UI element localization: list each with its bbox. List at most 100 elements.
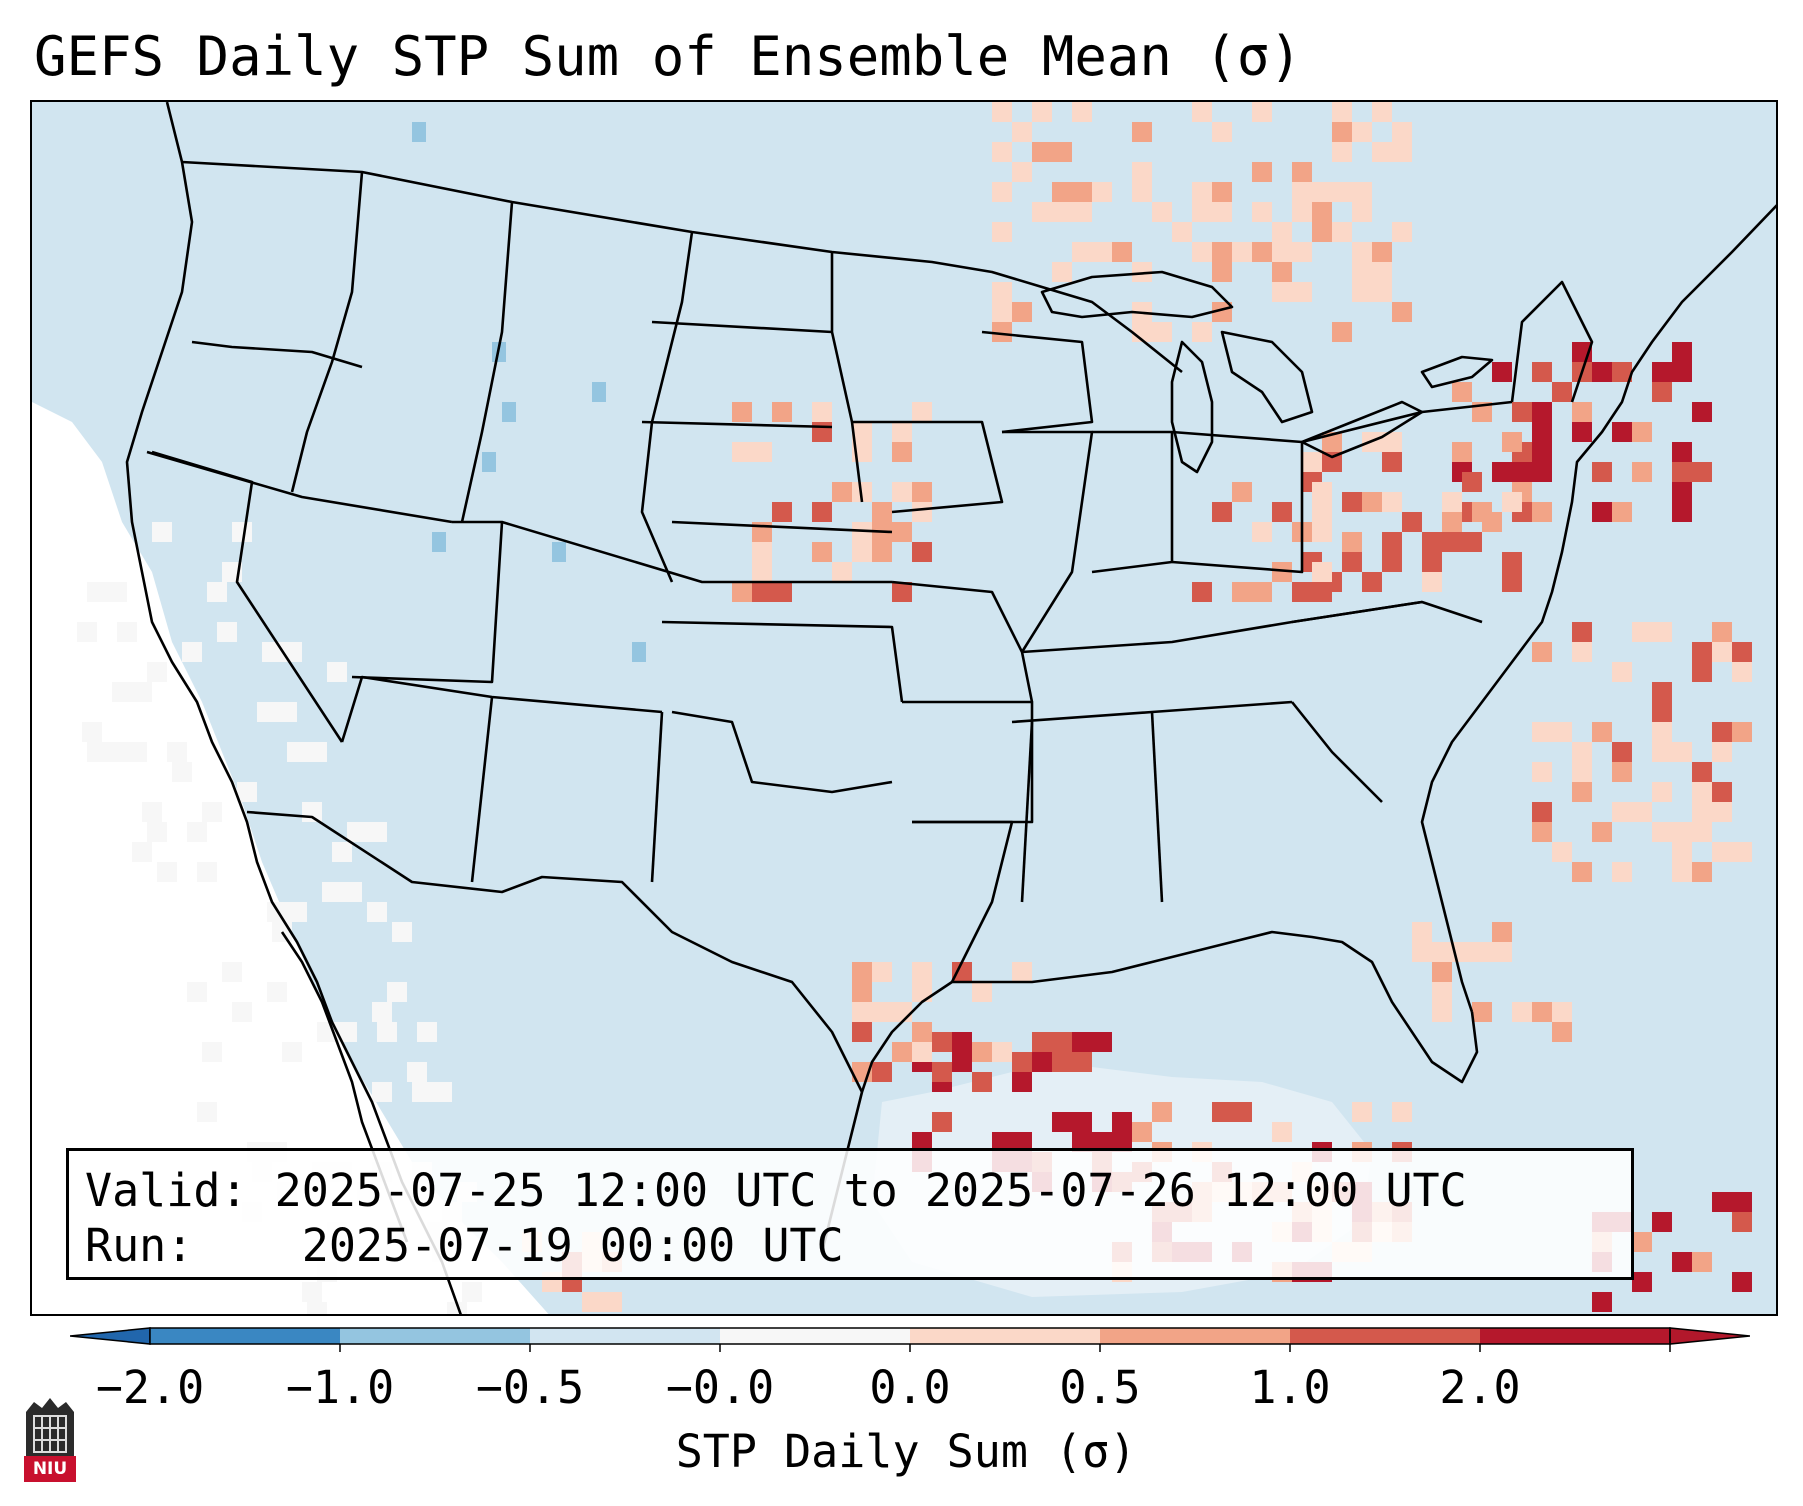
stp-cell <box>1572 402 1592 422</box>
stp-cell <box>1072 242 1092 262</box>
stp-cell <box>852 962 872 982</box>
stp-cell <box>1352 202 1372 222</box>
stp-cell <box>127 742 147 762</box>
stp-cell <box>1392 1102 1412 1122</box>
stp-cell <box>1532 442 1552 462</box>
stp-cell <box>237 782 257 802</box>
stp-cell <box>912 502 932 522</box>
stp-cell <box>1632 802 1652 822</box>
stp-cell <box>1532 362 1552 382</box>
stp-cell <box>1472 942 1492 962</box>
stp-cell <box>1302 452 1322 472</box>
stp-cell <box>107 582 127 602</box>
stp-cell <box>147 822 167 842</box>
stp-cell <box>1632 422 1652 442</box>
oh-pa-border <box>1171 430 1304 574</box>
stp-cell <box>892 422 912 442</box>
stp-cell <box>1572 642 1592 662</box>
niu-logo-text: NIU <box>32 1459 68 1479</box>
stp-cell <box>812 542 832 562</box>
stp-cell <box>1492 362 1512 382</box>
stp-cell <box>1432 1002 1452 1022</box>
stp-cell <box>1432 982 1452 1002</box>
ks-ok-border <box>661 620 904 703</box>
stp-cell <box>1412 942 1432 962</box>
stp-cell <box>167 742 187 762</box>
stp-cell <box>732 442 752 462</box>
stp-cell <box>1732 662 1752 682</box>
stp-cell <box>172 762 192 782</box>
niu-logo-icon <box>24 1398 76 1482</box>
stp-cell <box>1212 122 1232 142</box>
stp-cell <box>332 842 352 862</box>
stp-cell <box>1332 182 1352 202</box>
stp-cell <box>772 402 792 422</box>
stp-cell <box>1272 262 1292 282</box>
stp-cell <box>1512 1002 1532 1022</box>
stp-cell <box>1352 182 1372 202</box>
stp-cell <box>1652 382 1672 402</box>
stp-cell <box>1132 122 1152 142</box>
stp-cell <box>1422 532 1442 552</box>
stp-cell <box>1052 1112 1072 1132</box>
stp-cell <box>1402 512 1422 532</box>
run-row: Run: 2025-07-19 00:00 UTC <box>85 1218 1631 1273</box>
stp-cell <box>732 582 752 602</box>
stp-cell <box>852 1022 872 1042</box>
ut-border <box>351 520 504 684</box>
stp-cell <box>1312 562 1332 582</box>
stp-cell <box>1552 382 1572 402</box>
stp-cell <box>1052 202 1072 222</box>
stp-cell <box>772 582 792 602</box>
stp-cell <box>1252 202 1272 222</box>
stp-cell <box>1632 1232 1652 1252</box>
stp-cell <box>872 542 892 562</box>
map-svg <box>32 102 1776 1314</box>
stp-cell <box>1252 242 1272 262</box>
stp-cell <box>932 1062 952 1082</box>
stp-cell <box>852 522 872 542</box>
stp-cell <box>432 1082 452 1102</box>
stp-cell <box>1592 722 1612 742</box>
ia-border <box>852 420 1004 514</box>
stp-cell <box>1592 362 1612 382</box>
wi-border <box>981 330 1094 434</box>
stp-cell <box>1112 1112 1132 1132</box>
stp-cell <box>1672 742 1692 762</box>
stp-cell <box>1092 1032 1112 1052</box>
stp-cell <box>1652 362 1672 382</box>
stp-cell <box>912 542 932 562</box>
stp-cell <box>1672 482 1692 502</box>
co-ks-border <box>501 520 892 584</box>
stp-cell <box>1352 242 1372 262</box>
stp-cell <box>1012 1072 1032 1092</box>
stp-cell <box>892 482 912 502</box>
stp-cell <box>1462 532 1482 552</box>
stp-cell <box>322 882 342 902</box>
stp-cell <box>1652 702 1672 722</box>
al-ga-border <box>1150 711 1164 903</box>
stp-cell <box>1612 802 1632 822</box>
stp-cell <box>632 642 646 662</box>
stp-cell <box>1632 1272 1652 1292</box>
stp-cell <box>282 642 302 662</box>
stp-cell <box>447 1302 467 1314</box>
stp-cell <box>1532 422 1552 442</box>
ga-sc-border <box>1290 701 1383 803</box>
stp-cell <box>1132 262 1152 282</box>
stp-cell <box>1552 1002 1572 1022</box>
stp-cell <box>1592 822 1612 842</box>
stp-cell <box>1192 582 1212 602</box>
stp-cell <box>1212 202 1232 222</box>
colorbar-bin <box>1290 1328 1480 1344</box>
colorbar-tick-label: −2.0 <box>95 1361 205 1414</box>
stp-cell <box>1352 262 1372 282</box>
stp-cell <box>1012 962 1032 982</box>
stp-cell <box>1052 1052 1072 1072</box>
stp-cell <box>222 962 242 982</box>
stp-cell <box>1312 202 1332 222</box>
stp-cell <box>1672 502 1692 522</box>
stp-cell <box>912 1132 932 1152</box>
ok-tx-border <box>671 710 893 794</box>
stp-cell <box>182 642 202 662</box>
